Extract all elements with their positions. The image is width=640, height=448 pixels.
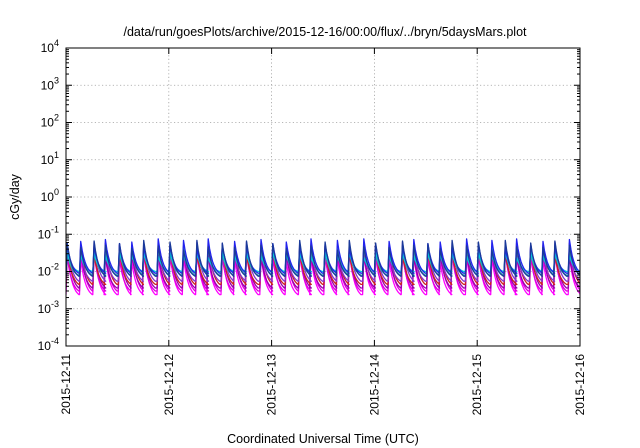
axis-ticks: 10-4 10-3 10-2 10-1 100 101 102 103 104 2015-12-1…: [38, 38, 587, 415]
y-tick-label: 101: [41, 150, 59, 167]
y-tick-label: 10-4: [38, 336, 59, 353]
y-tick-label: 100: [41, 187, 59, 204]
x-tick-label: 2015-12-11: [59, 354, 73, 415]
plot-frame: [65, 47, 581, 347]
y-tick-label: 10-3: [38, 299, 59, 316]
series-line: [66, 239, 580, 277]
y-tick-label: 104: [41, 38, 59, 55]
x-axis-label: Coordinated Universal Time (UTC): [227, 432, 419, 446]
x-tick-label: 2015-12-16: [573, 354, 587, 416]
grid-lines: [66, 48, 580, 346]
x-tick-label: 2015-12-15: [470, 354, 484, 416]
series-group: [66, 238, 580, 296]
x-tick-label: 2015-12-13: [265, 354, 279, 416]
y-axis-label: cGy/day: [8, 173, 22, 220]
y-tick-label: 103: [41, 75, 59, 92]
chart-title: /data/run/goesPlots/archive/2015-12-16/0…: [123, 25, 527, 39]
x-tick-label: 2015-12-12: [162, 354, 176, 416]
y-tick-label: 10-1: [38, 224, 59, 241]
x-tick-label: 2015-12-14: [367, 354, 381, 416]
y-tick-label: 10-2: [38, 262, 59, 279]
y-tick-label: 102: [41, 113, 59, 130]
